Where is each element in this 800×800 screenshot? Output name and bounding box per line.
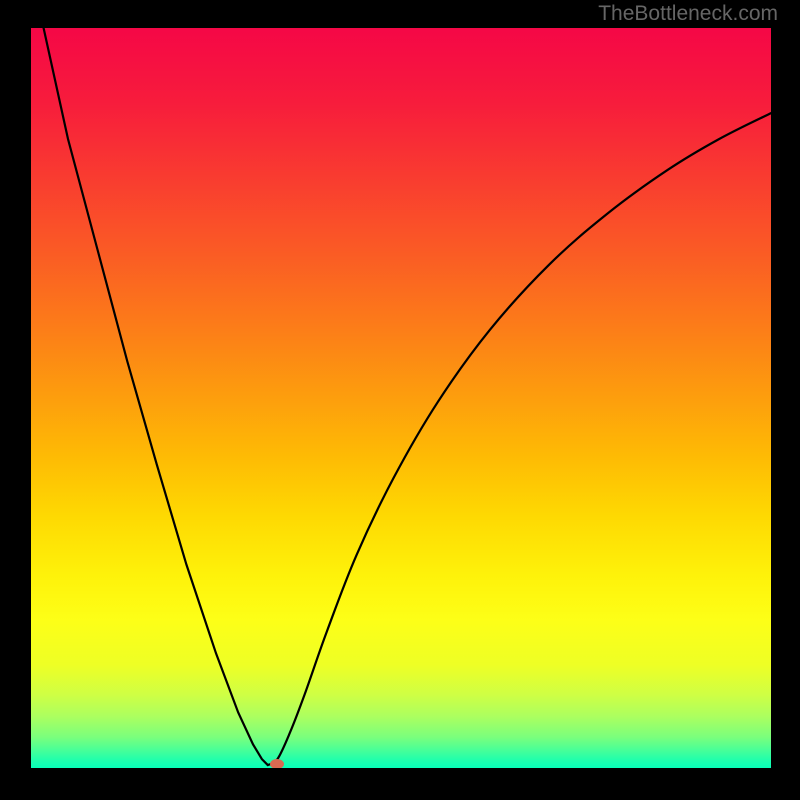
bottleneck-curve: [31, 28, 771, 768]
watermark-text: TheBottleneck.com: [598, 2, 778, 26]
optimum-marker: [270, 759, 284, 768]
plot-area: [31, 28, 771, 768]
